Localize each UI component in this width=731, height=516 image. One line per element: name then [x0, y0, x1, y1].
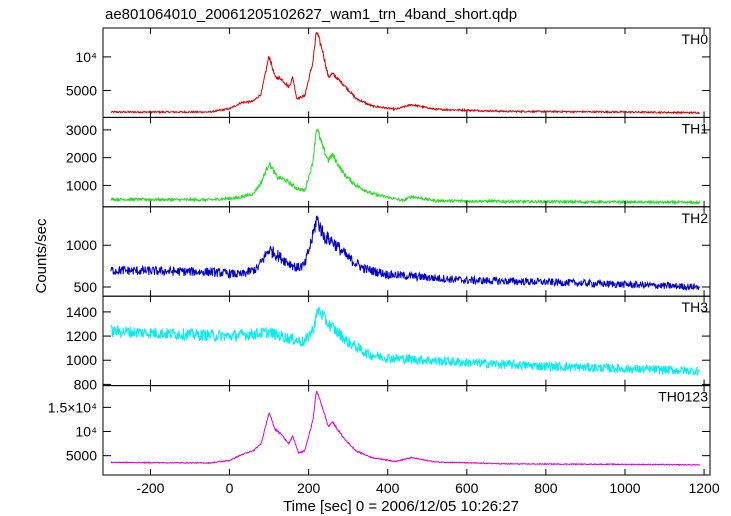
- y-tick-label: 1.5×10⁴: [48, 399, 97, 415]
- y-tick-label: 1000: [66, 352, 97, 368]
- y-tick-label: 1000: [66, 177, 97, 193]
- panel-label-th1: TH1: [682, 120, 709, 136]
- x-tick-label: 600: [455, 480, 479, 496]
- y-tick-label: 5000: [66, 448, 97, 464]
- y-tick-label: 1000: [66, 237, 97, 253]
- panel-frame-th1: [102, 116, 711, 208]
- x-tick-label: 1000: [609, 480, 640, 496]
- panel-frame-th0123: [102, 385, 711, 476]
- series-line-th2: [110, 215, 701, 291]
- x-tick-label: -200: [136, 480, 164, 496]
- x-tick-label: 1200: [688, 480, 719, 496]
- x-tick-label: 800: [534, 480, 558, 496]
- panel-label-th3: TH3: [682, 299, 709, 315]
- x-tick-label: 200: [297, 480, 321, 496]
- y-tick-label: 5000: [66, 83, 97, 99]
- series-line-th0: [110, 31, 700, 115]
- y-tick-label: 1200: [66, 328, 97, 344]
- y-tick-label: 2000: [66, 150, 97, 166]
- x-tick-label: 400: [376, 480, 400, 496]
- x-axis-label: Time [sec] 0 = 2006/12/05 10:26:27: [283, 498, 519, 515]
- x-tick-label: 0: [226, 480, 234, 496]
- y-tick-label: 10⁴: [75, 49, 97, 65]
- y-tick-label: 1400: [66, 304, 97, 320]
- panel-label-th0: TH0: [682, 31, 709, 47]
- panel-label-th2: TH2: [682, 210, 709, 226]
- chart-title: ae801064010_20061205102627_wam1_trn_4ban…: [105, 6, 517, 23]
- panel-frame-th0: [102, 27, 711, 118]
- y-tick-label: 10⁴: [75, 424, 97, 440]
- series-line-th3: [110, 306, 700, 376]
- y-axis-label: Counts/sec: [33, 218, 50, 294]
- y-tick-label: 3000: [66, 122, 97, 138]
- y-tick-label: 800: [74, 376, 98, 392]
- series-line-th1: [110, 128, 701, 206]
- series-line-th0123: [110, 390, 701, 466]
- panel-frame-th3: [102, 295, 711, 387]
- panel-label-th0123: TH0123: [658, 389, 708, 405]
- y-tick-label: 500: [74, 279, 98, 295]
